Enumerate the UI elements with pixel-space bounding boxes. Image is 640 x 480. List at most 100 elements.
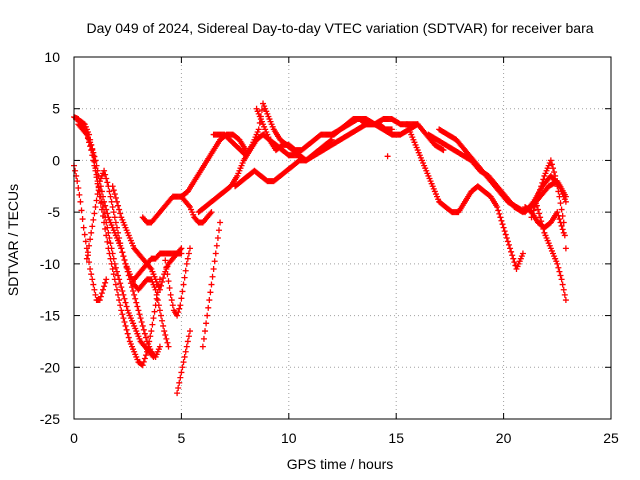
data-point (494, 203, 501, 210)
data-point (534, 206, 541, 213)
data-point (510, 255, 517, 262)
data-point (149, 321, 156, 328)
data-point (134, 303, 141, 310)
data-point (105, 229, 112, 236)
data-point (185, 202, 192, 209)
series-track-23 (528, 157, 569, 252)
data-point (99, 286, 106, 293)
series-track-13 (178, 131, 249, 200)
data-point (137, 315, 144, 322)
plot-frame (73, 56, 612, 420)
data-point (163, 335, 170, 342)
data-point (111, 214, 118, 221)
data-point (90, 149, 97, 156)
data-point (553, 178, 560, 185)
data-point (109, 183, 116, 190)
data-point (153, 291, 160, 298)
data-point (161, 328, 168, 335)
x-axis-label: GPS time / hours (287, 456, 394, 472)
data-point (186, 328, 193, 335)
data-point (107, 240, 114, 247)
data-point (157, 312, 164, 319)
data-point (536, 190, 543, 197)
data-point (123, 303, 130, 310)
data-point (180, 281, 187, 288)
data-point (562, 198, 569, 205)
data-point (124, 330, 131, 337)
data-point (182, 267, 189, 274)
data-point (120, 253, 127, 260)
data-point (533, 197, 540, 204)
series-track-24 (522, 203, 567, 236)
data-point (503, 235, 510, 241)
data-point (177, 302, 184, 309)
data-point (118, 245, 125, 252)
data-point (130, 288, 137, 295)
data-point (92, 291, 99, 298)
data-point (502, 231, 509, 238)
data-point (496, 210, 503, 217)
data-point (93, 197, 100, 204)
data-point (136, 311, 143, 318)
data-point (178, 295, 185, 302)
series-track-19 (403, 121, 526, 273)
data-point (519, 250, 526, 257)
data-point (88, 141, 95, 148)
data-point (159, 278, 166, 285)
data-point (555, 212, 562, 219)
data-point (140, 358, 147, 365)
data-point (555, 181, 562, 188)
data-point (162, 331, 169, 338)
tick-labels: 0 5 10 15 20 25 -25 -20 -15 -10 -5 0 5 10 (40, 49, 619, 446)
data-point (92, 203, 99, 210)
data-point (131, 291, 138, 298)
data-point (181, 353, 188, 360)
data-point (164, 271, 171, 278)
data-point (508, 248, 515, 255)
data-point (84, 249, 91, 256)
data-point (174, 390, 181, 397)
data-point (119, 249, 126, 256)
data-point (258, 107, 265, 114)
data-point (159, 317, 166, 324)
series-outlier-1 (384, 153, 391, 160)
data-point (547, 157, 554, 164)
data-point (557, 200, 564, 207)
data-point (77, 198, 84, 205)
data-point (93, 162, 100, 169)
data-point (86, 242, 93, 249)
y-tick-label: -25 (40, 411, 60, 427)
data-point (212, 250, 219, 257)
data-point (97, 293, 104, 300)
data-point (121, 319, 128, 326)
data-point (175, 384, 182, 391)
data-point (87, 266, 94, 273)
data-point (207, 289, 214, 296)
data-point (557, 272, 564, 279)
data-point (556, 193, 563, 200)
data-point (109, 203, 116, 210)
data-point (497, 214, 504, 221)
data-point (185, 250, 192, 257)
data-point (101, 283, 108, 290)
data-point (86, 259, 93, 266)
data-point (562, 245, 569, 252)
data-point (558, 276, 565, 283)
data-point (532, 200, 539, 207)
data-point (215, 227, 222, 234)
data-point (209, 273, 216, 280)
data-point (551, 169, 558, 176)
data-point (111, 191, 118, 198)
data-point (113, 224, 120, 231)
data-point (140, 326, 147, 333)
data-point (211, 258, 218, 265)
series-track-6 (109, 183, 185, 293)
data-point (104, 224, 111, 231)
data-point (166, 284, 173, 291)
series-track-5 (83, 167, 172, 350)
data-point (178, 250, 185, 257)
data-point (92, 157, 99, 164)
data-point (210, 266, 217, 273)
data-point (560, 229, 567, 236)
data-points (71, 100, 569, 397)
